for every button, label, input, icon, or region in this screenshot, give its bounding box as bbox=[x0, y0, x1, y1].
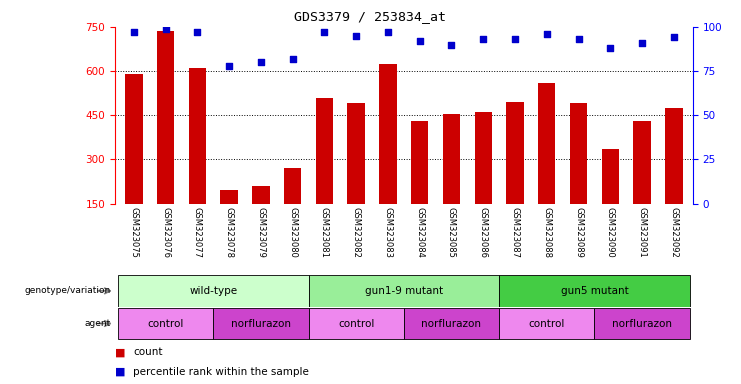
Point bbox=[636, 40, 648, 46]
Bar bbox=[665, 108, 682, 204]
Text: agent: agent bbox=[85, 319, 111, 328]
Text: GSM323088: GSM323088 bbox=[542, 207, 551, 258]
Point bbox=[668, 35, 679, 41]
Text: norflurazon: norflurazon bbox=[422, 318, 482, 329]
Text: norflurazon: norflurazon bbox=[231, 318, 291, 329]
Text: GSM323078: GSM323078 bbox=[225, 207, 233, 258]
Bar bbox=[348, 103, 365, 204]
Text: control: control bbox=[528, 318, 565, 329]
Bar bbox=[379, 64, 396, 204]
Text: gun1-9 mutant: gun1-9 mutant bbox=[365, 286, 443, 296]
Bar bbox=[125, 74, 142, 204]
Point bbox=[382, 29, 394, 35]
Point bbox=[287, 56, 299, 62]
Bar bbox=[570, 103, 587, 204]
Text: ■: ■ bbox=[115, 347, 125, 357]
Text: GSM323075: GSM323075 bbox=[130, 207, 139, 258]
Bar bbox=[157, 31, 174, 204]
Text: GSM323091: GSM323091 bbox=[637, 207, 647, 258]
Point bbox=[509, 36, 521, 42]
Text: GSM323076: GSM323076 bbox=[161, 207, 170, 258]
Point bbox=[128, 29, 140, 35]
Point bbox=[477, 36, 489, 42]
Bar bbox=[602, 149, 619, 204]
Bar bbox=[499, 275, 690, 306]
Bar bbox=[308, 275, 499, 306]
Bar bbox=[316, 98, 333, 204]
Text: GSM323087: GSM323087 bbox=[511, 207, 519, 258]
Text: GSM323084: GSM323084 bbox=[415, 207, 425, 258]
Point bbox=[191, 29, 203, 35]
Bar bbox=[221, 190, 238, 204]
Bar bbox=[594, 308, 690, 339]
Text: GSM323085: GSM323085 bbox=[447, 207, 456, 258]
Text: GSM323081: GSM323081 bbox=[320, 207, 329, 258]
Bar bbox=[411, 121, 428, 204]
Text: control: control bbox=[338, 318, 374, 329]
Point bbox=[350, 33, 362, 39]
Bar bbox=[118, 275, 308, 306]
Text: GSM323079: GSM323079 bbox=[256, 207, 265, 258]
Text: GSM323077: GSM323077 bbox=[193, 207, 202, 258]
Bar bbox=[284, 168, 302, 204]
Bar bbox=[308, 308, 404, 339]
Bar bbox=[404, 308, 499, 339]
Point bbox=[319, 29, 330, 35]
Text: control: control bbox=[147, 318, 184, 329]
Point bbox=[160, 26, 172, 32]
Bar bbox=[252, 186, 270, 204]
Text: wild-type: wild-type bbox=[189, 286, 237, 296]
Text: GSM323092: GSM323092 bbox=[669, 207, 678, 258]
Text: gun5 mutant: gun5 mutant bbox=[560, 286, 628, 296]
Bar bbox=[474, 112, 492, 204]
Bar bbox=[634, 121, 651, 204]
Text: percentile rank within the sample: percentile rank within the sample bbox=[133, 367, 309, 377]
Point bbox=[445, 41, 457, 48]
Point bbox=[223, 63, 235, 69]
Bar bbox=[442, 114, 460, 204]
Text: count: count bbox=[133, 347, 163, 357]
Text: GSM323089: GSM323089 bbox=[574, 207, 583, 258]
Point bbox=[605, 45, 617, 51]
Text: norflurazon: norflurazon bbox=[612, 318, 672, 329]
Bar bbox=[538, 83, 556, 204]
Bar bbox=[118, 308, 213, 339]
Bar bbox=[499, 308, 594, 339]
Text: GSM323090: GSM323090 bbox=[605, 207, 615, 258]
Point bbox=[541, 31, 553, 37]
Text: genotype/variation: genotype/variation bbox=[25, 286, 111, 295]
Point bbox=[573, 36, 585, 42]
Point bbox=[255, 59, 267, 65]
Text: GSM323086: GSM323086 bbox=[479, 207, 488, 258]
Point bbox=[413, 38, 425, 44]
Bar bbox=[189, 68, 206, 204]
Text: GSM323082: GSM323082 bbox=[352, 207, 361, 258]
Text: ■: ■ bbox=[115, 367, 125, 377]
Text: GSM323080: GSM323080 bbox=[288, 207, 297, 258]
Bar bbox=[213, 308, 308, 339]
Text: GSM323083: GSM323083 bbox=[383, 207, 393, 258]
Text: GDS3379 / 253834_at: GDS3379 / 253834_at bbox=[294, 10, 447, 23]
Bar bbox=[506, 102, 524, 204]
